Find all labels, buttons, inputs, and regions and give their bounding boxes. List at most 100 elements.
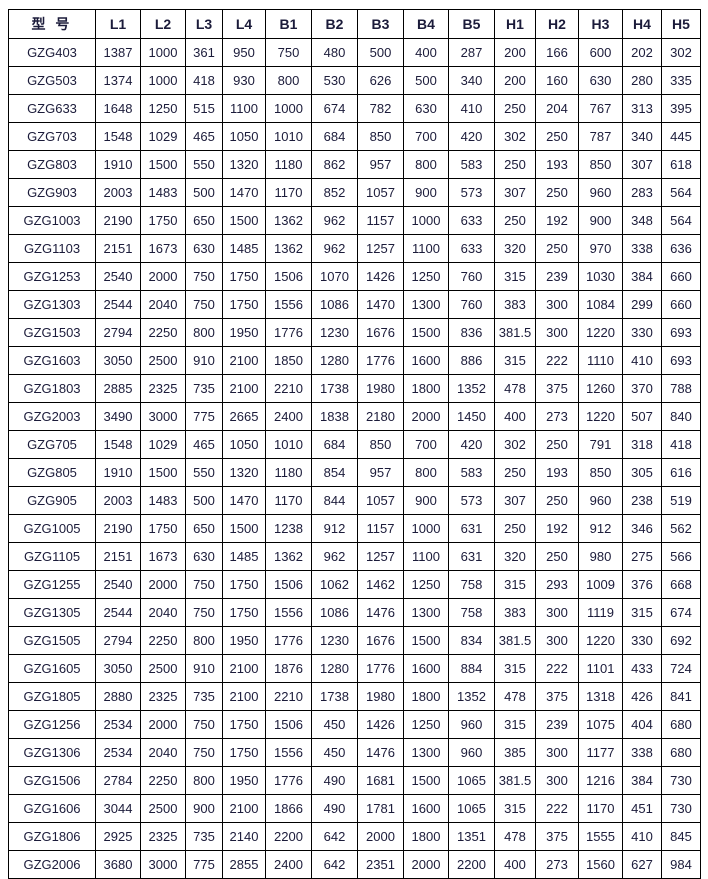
value-cell: 302 [494, 122, 536, 151]
column-header-b3: B3 [357, 9, 404, 39]
value-cell: 1738 [311, 374, 358, 403]
value-cell: 315 [494, 794, 536, 823]
value-cell: 800 [185, 766, 223, 795]
table-row: GZG403 1387 1000 361 950 750 480 500 400 287 200 16… [8, 38, 701, 67]
value-cell: 767 [578, 94, 623, 123]
value-cell: 1556 [265, 598, 312, 627]
value-cell: 750 [265, 38, 312, 67]
value-cell: 2000 [140, 570, 186, 599]
value-cell: 375 [535, 822, 579, 851]
value-cell: 1000 [403, 514, 449, 543]
value-cell: 1352 [448, 682, 495, 711]
table-row: GZG1303 2544 2040 750 1750 1556 1086 1470 1300 76… [8, 290, 701, 319]
column-header-model: 型 号 [8, 9, 96, 39]
value-cell: 1648 [95, 94, 141, 123]
value-cell: 1000 [265, 94, 312, 123]
model-cell: GZG1255 [8, 570, 96, 599]
value-cell: 775 [185, 850, 223, 879]
value-cell: 1776 [357, 346, 404, 375]
value-cell: 1318 [578, 682, 623, 711]
value-cell: 250 [535, 542, 579, 571]
model-cell: GZG633 [8, 94, 96, 123]
value-cell: 692 [661, 626, 701, 655]
table-row: GZG2006 3680 3000 775 2855 2400 642 2351 2000 220… [8, 850, 701, 879]
value-cell: 1030 [578, 262, 623, 291]
value-cell: 2500 [140, 794, 186, 823]
value-cell: 315 [494, 654, 536, 683]
value-cell: 200 [494, 66, 536, 95]
value-cell: 346 [622, 514, 662, 543]
value-cell: 1800 [403, 682, 449, 711]
value-cell: 1250 [140, 94, 186, 123]
value-cell: 800 [265, 66, 312, 95]
value-cell: 2855 [222, 850, 266, 879]
table-row: GZG1305 2544 2040 750 1750 1556 1086 1476 1300 75… [8, 598, 701, 627]
value-cell: 192 [535, 514, 579, 543]
value-cell: 239 [535, 710, 579, 739]
value-cell: 1050 [222, 430, 266, 459]
value-cell: 1500 [403, 766, 449, 795]
value-cell: 300 [535, 318, 579, 347]
value-cell: 1426 [357, 710, 404, 739]
value-cell: 1362 [265, 234, 312, 263]
value-cell: 627 [622, 850, 662, 879]
value-cell: 1462 [357, 570, 404, 599]
value-cell: 250 [494, 150, 536, 179]
value-cell: 2200 [265, 822, 312, 851]
value-cell: 957 [357, 150, 404, 179]
value-cell: 750 [185, 570, 223, 599]
value-cell: 834 [448, 626, 495, 655]
value-cell: 957 [357, 458, 404, 487]
model-cell: GZG705 [8, 430, 96, 459]
value-cell: 550 [185, 150, 223, 179]
value-cell: 300 [535, 738, 579, 767]
value-cell: 630 [185, 542, 223, 571]
model-cell: GZG703 [8, 122, 96, 151]
model-cell: GZG1806 [8, 822, 96, 851]
table-row: GZG905 2003 1483 500 1470 1170 844 1057 900 573 30… [8, 486, 701, 515]
value-cell: 910 [185, 346, 223, 375]
value-cell: 900 [403, 178, 449, 207]
column-header-l4: L4 [222, 9, 266, 39]
value-cell: 1600 [403, 654, 449, 683]
value-cell: 478 [494, 374, 536, 403]
value-cell: 1075 [578, 710, 623, 739]
value-cell: 1800 [403, 822, 449, 851]
table-row: GZG1503 2794 2250 800 1950 1776 1230 1676 1500 83… [8, 318, 701, 347]
value-cell: 800 [403, 458, 449, 487]
value-cell: 283 [622, 178, 662, 207]
model-cell: GZG503 [8, 66, 96, 95]
value-cell: 418 [661, 430, 701, 459]
value-cell: 1084 [578, 290, 623, 319]
value-cell: 1560 [578, 850, 623, 879]
value-cell: 500 [357, 38, 404, 67]
value-cell: 335 [661, 66, 701, 95]
value-cell: 2544 [95, 598, 141, 627]
model-cell: GZG1256 [8, 710, 96, 739]
value-cell: 1110 [578, 346, 623, 375]
value-cell: 305 [622, 458, 662, 487]
value-cell: 1500 [403, 626, 449, 655]
value-cell: 1500 [222, 206, 266, 235]
value-cell: 204 [535, 94, 579, 123]
table-row: GZG1105 2151 1673 630 1485 1362 962 1257 1100 631… [8, 542, 701, 571]
value-cell: 862 [311, 150, 358, 179]
value-cell: 1065 [448, 794, 495, 823]
value-cell: 1220 [578, 318, 623, 347]
value-cell: 1426 [357, 262, 404, 291]
value-cell: 1177 [578, 738, 623, 767]
value-cell: 2000 [403, 402, 449, 431]
value-cell: 300 [535, 598, 579, 627]
value-cell: 758 [448, 570, 495, 599]
value-cell: 1100 [403, 234, 449, 263]
value-cell: 3680 [95, 850, 141, 879]
value-cell: 970 [578, 234, 623, 263]
value-cell: 160 [535, 66, 579, 95]
value-cell: 758 [448, 598, 495, 627]
value-cell: 1555 [578, 822, 623, 851]
value-cell: 1673 [140, 234, 186, 263]
value-cell: 3050 [95, 654, 141, 683]
value-cell: 1506 [265, 262, 312, 291]
value-cell: 618 [661, 150, 701, 179]
value-cell: 660 [661, 290, 701, 319]
